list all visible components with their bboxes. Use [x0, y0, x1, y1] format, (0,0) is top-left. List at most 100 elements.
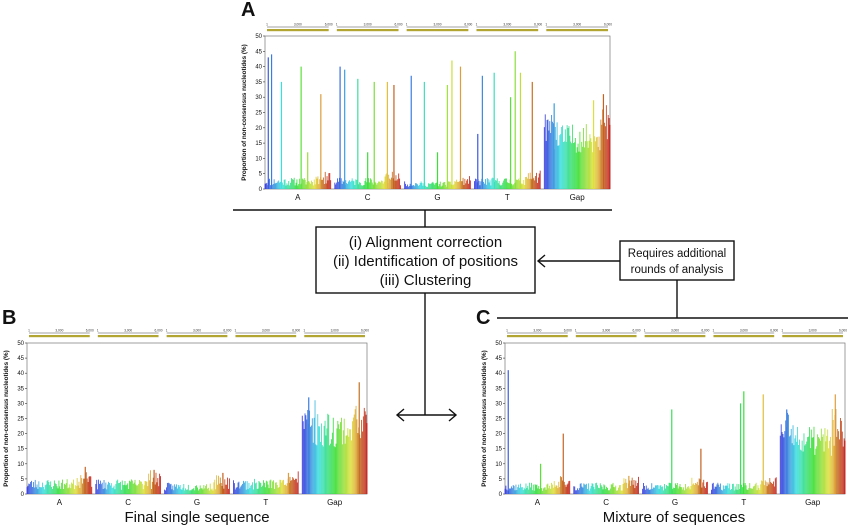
ruler-bar — [644, 335, 706, 338]
y-tick-label: 35 — [255, 80, 262, 86]
ruler-tick-label: 1 — [644, 329, 646, 333]
ruler-tick-label: 3,000 — [740, 329, 748, 333]
y-tick-label: 45 — [17, 356, 24, 362]
ruler-tick-label: 1 — [781, 329, 783, 333]
chart-panel-c: 0 5 10 15 20 25 30 35 40 45 50 Proportion of non-co… — [481, 329, 847, 508]
ruler-tick-label: 6,000 — [361, 329, 369, 333]
y-tick-label: 30 — [255, 95, 262, 101]
y-tick-label: 45 — [495, 356, 502, 362]
caption-final-single-sequence: Final single sequence — [124, 509, 269, 526]
ruler-tick-label: 1 — [28, 329, 30, 333]
ruler-tick-label: 6,000 — [839, 329, 847, 333]
x-category-label: C — [603, 498, 609, 507]
y-tick-label: 5 — [259, 172, 263, 178]
genome-ruler: 1 3,000 6,000 — [28, 329, 94, 338]
y-tick-label: 0 — [499, 492, 503, 498]
y-tick-label: 0 — [21, 492, 25, 498]
ruler-tick-label: 6,000 — [292, 329, 300, 333]
process-step-alignment: (i) Alignment correction — [349, 234, 502, 251]
ruler-bar — [507, 335, 568, 338]
feedback-box: Requires additional rounds of analysis — [619, 240, 735, 281]
genome-ruler: 1 3,000 6,000 — [545, 23, 612, 32]
x-category-label: Gap — [327, 498, 343, 507]
y-tick-label: 15 — [495, 447, 502, 453]
ruler-tick-label: 6,000 — [223, 329, 231, 333]
ruler-tick-label: 6,000 — [770, 329, 778, 333]
ruler-tick-label: 1 — [336, 23, 338, 27]
x-category-label: G — [434, 193, 440, 202]
x-category-label: C — [125, 498, 131, 507]
ruler-tick-label: 6,000 — [155, 329, 163, 333]
ruler-tick-label: 3,000 — [124, 329, 132, 333]
ruler-tick-label: 1 — [235, 329, 237, 333]
y-tick-label: 20 — [255, 126, 262, 132]
genome-ruler: 1 3,000 6,000 — [575, 329, 641, 338]
genome-ruler: 1 3,000 6,000 — [336, 23, 403, 32]
ruler-bar — [235, 335, 297, 338]
x-category-label: A — [295, 193, 301, 202]
y-tick-label: 10 — [255, 156, 262, 162]
y-tick-label: 40 — [255, 65, 262, 71]
genome-ruler: 1 3,000 6,000 — [97, 329, 163, 338]
ruler-tick-label: 3,000 — [364, 23, 372, 27]
y-tick-label: 35 — [495, 386, 502, 392]
ruler-tick-label: 6,000 — [86, 329, 94, 333]
ruler-bar — [336, 29, 399, 32]
panel-letter-c: C — [476, 307, 490, 329]
y-axis-label: Proportion of non-consensus nucleotides … — [3, 350, 10, 486]
ruler-tick-label: 1 — [97, 329, 99, 333]
y-tick-label: 30 — [495, 401, 502, 407]
chart-panel-b: 0 5 10 15 20 25 30 35 40 45 50 Proportion of non-co… — [3, 329, 369, 508]
y-axis-label: Proportion of non-consensus nucleotides … — [481, 350, 488, 486]
genome-ruler: 1 3,000 6,000 — [713, 329, 778, 338]
x-category-label: T — [741, 498, 746, 507]
ruler-tick-label: 6,000 — [604, 23, 612, 27]
process-box-frame — [315, 226, 536, 294]
genome-ruler: 1 3,000 6,000 — [506, 329, 572, 338]
y-axis-label: Proportion of non-consensus nucleotides … — [241, 44, 248, 180]
genome-ruler: 1 3,000 6,000 — [406, 23, 473, 32]
ruler-tick-label: 3,000 — [533, 329, 541, 333]
x-category-label: C — [365, 193, 371, 202]
y-tick-label: 20 — [495, 432, 502, 438]
y-tick-label: 10 — [17, 462, 24, 468]
x-category-label: T — [505, 193, 510, 202]
ruler-bar — [782, 335, 843, 338]
ruler-tick-label: 6,000 — [564, 329, 572, 333]
ruler-tick-label: 1 — [713, 329, 715, 333]
flow-connectors — [233, 209, 848, 422]
y-tick-label: 5 — [499, 477, 503, 483]
feedback-box-frame — [619, 240, 735, 281]
ruler-tick-label: 6,000 — [701, 329, 709, 333]
ruler-tick-label: 3,000 — [193, 329, 201, 333]
arrowhead-feedback — [536, 254, 546, 268]
ruler-tick-label: 6,000 — [464, 23, 472, 27]
panel-letter-b: B — [2, 307, 16, 329]
ruler-tick-label: 1 — [545, 23, 547, 27]
y-tick-label: 40 — [17, 371, 24, 377]
ruler-tick-label: 3,000 — [434, 23, 442, 27]
x-category-label: G — [194, 498, 200, 507]
genome-ruler: 1 3,000 6,000 — [476, 23, 542, 32]
ruler-tick-label: 1 — [506, 329, 508, 333]
y-tick-label: 25 — [495, 417, 502, 423]
genome-ruler: 1 3,000 6,000 — [781, 329, 847, 338]
panel-letter-a: A — [241, 0, 255, 21]
genome-ruler: 1 3,000 6,000 — [303, 329, 369, 338]
chart-panel-a: 0 5 10 15 20 25 30 35 40 45 50 Proportion of non-co… — [241, 23, 612, 203]
ruler-bar — [29, 335, 90, 338]
ruler-tick-label: 1 — [575, 329, 577, 333]
ruler-tick-label: 3,000 — [671, 329, 679, 333]
x-category-label: A — [57, 498, 63, 507]
y-tick-label: 50 — [255, 34, 262, 40]
x-category-label: A — [535, 498, 541, 507]
arrowhead-left — [395, 408, 405, 422]
arrowhead-right — [448, 408, 458, 422]
ruler-tick-label: 3,000 — [262, 329, 270, 333]
genome-ruler: 1 3,000 6,000 — [266, 23, 333, 32]
ruler-tick-label: 3,000 — [809, 329, 817, 333]
ruler-bar — [97, 335, 159, 338]
ruler-bar — [575, 335, 637, 338]
y-tick-label: 25 — [17, 417, 24, 423]
